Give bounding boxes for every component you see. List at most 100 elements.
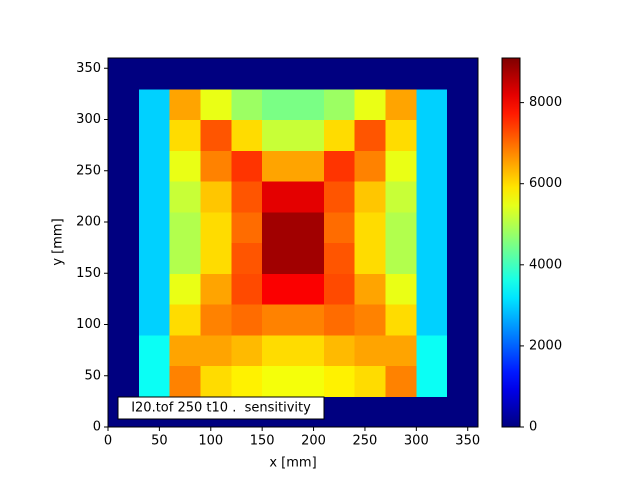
colorbar-tick-label: 2000 — [529, 338, 562, 353]
heatmap-cell — [385, 242, 417, 274]
heatmap-cell — [416, 334, 448, 366]
heatmap-cell — [169, 304, 201, 336]
heatmap — [108, 58, 479, 428]
heatmap-cell — [108, 150, 140, 182]
heatmap-cell — [385, 211, 417, 243]
y-tick-label: 150 — [76, 266, 101, 281]
heatmap-cell — [138, 58, 171, 90]
heatmap-cell — [354, 365, 386, 397]
heatmap-cell — [200, 273, 232, 305]
heatmap-cell — [416, 242, 448, 274]
heatmap-cell — [231, 273, 263, 305]
heatmap-cell — [262, 242, 294, 274]
heatmap-cell — [169, 211, 201, 243]
y-axis-label: y [mm] — [51, 218, 66, 265]
heatmap-cell — [323, 58, 356, 90]
heatmap-cell — [354, 119, 386, 151]
heatmap-cell — [108, 365, 140, 397]
annotation-box — [117, 396, 325, 420]
heatmap-cell — [169, 242, 201, 274]
heatmap-cell — [354, 334, 386, 366]
heatmap-cell — [231, 58, 263, 90]
y-tick-label: 0 — [93, 420, 101, 435]
heatmap-cell — [447, 88, 479, 120]
y-tick-label: 250 — [76, 163, 101, 178]
heatmap-cell — [447, 119, 479, 151]
x-tick-label: 150 — [250, 434, 275, 449]
heatmap-cell — [231, 304, 263, 336]
heatmap-cell — [293, 334, 325, 366]
x-axis-label: x [mm] — [269, 456, 316, 471]
heatmap-cell — [293, 88, 325, 120]
heatmap-cell — [323, 119, 356, 151]
y-tick-label: 200 — [76, 215, 101, 230]
y-tick-label: 350 — [76, 61, 101, 76]
heatmap-cell — [262, 58, 294, 90]
heatmap-cell — [108, 273, 140, 305]
heatmap-cell — [416, 58, 448, 90]
heatmap-cell — [169, 365, 201, 397]
x-tick-label: 300 — [404, 434, 429, 449]
heatmap-cell — [354, 88, 386, 120]
heatmap-cell — [323, 273, 356, 305]
heatmap-cell — [108, 304, 140, 336]
heatmap-cell — [385, 365, 417, 397]
heatmap-cell — [447, 211, 479, 243]
heatmap-cell — [323, 242, 356, 274]
heatmap-cell — [169, 334, 201, 366]
heatmap-cell — [354, 181, 386, 213]
heatmap-cell — [447, 334, 479, 366]
heatmap-cell — [262, 211, 294, 243]
heatmap-cell — [108, 58, 140, 90]
heatmap-cell — [138, 119, 171, 151]
heatmap-cell — [231, 365, 263, 397]
heatmap-cell — [293, 58, 325, 90]
heatmap-cell — [416, 396, 448, 428]
heatmap-cell — [138, 365, 171, 397]
plot-frame — [107, 57, 479, 428]
heatmap-cell — [231, 88, 263, 120]
heatmap-cell — [262, 365, 294, 397]
colorbar-tick-label: 0 — [529, 420, 537, 435]
heatmap-cell — [354, 211, 386, 243]
heatmap-cell — [447, 181, 479, 213]
heatmap-cell — [108, 242, 140, 274]
heatmap-cell — [293, 150, 325, 182]
heatmap-cell — [108, 211, 140, 243]
heatmap-cell — [169, 273, 201, 305]
heatmap-cell — [262, 334, 294, 366]
heatmap-cell — [200, 58, 232, 90]
heatmap-cell — [416, 365, 448, 397]
annotation: I20.tof 250 t10 . sensitivity — [131, 401, 311, 416]
heatmap-cell — [200, 88, 232, 120]
heatmap-cell — [262, 304, 294, 336]
heatmap-cell — [385, 150, 417, 182]
heatmap-cell — [200, 365, 232, 397]
heatmap-cell — [138, 304, 171, 336]
heatmap-cell — [447, 365, 479, 397]
heatmap-cell — [323, 150, 356, 182]
x-tick-label: 0 — [104, 434, 112, 449]
heatmap-cell — [323, 304, 356, 336]
heatmap-cell — [138, 150, 171, 182]
colorbar-tick-label: 6000 — [529, 176, 562, 191]
colorbar-tick-label: 8000 — [529, 95, 562, 110]
heatmap-cell — [385, 58, 417, 90]
heatmap-cell — [385, 181, 417, 213]
x-tick-label: 200 — [301, 434, 326, 449]
heatmap-cell — [231, 334, 263, 366]
heatmap-cell — [354, 273, 386, 305]
x-tick-label: 250 — [353, 434, 378, 449]
heatmap-cell — [108, 88, 140, 120]
x-tick-label: 100 — [198, 434, 223, 449]
heatmap-cell — [262, 181, 294, 213]
heatmap-cell — [447, 150, 479, 182]
heatmap-cell — [108, 119, 140, 151]
heatmap-cell — [447, 273, 479, 305]
heatmap-cell — [416, 150, 448, 182]
heatmap-cell — [293, 365, 325, 397]
heatmap-cell — [200, 119, 232, 151]
heatmap-cell — [323, 365, 356, 397]
heatmap-cell — [416, 304, 448, 336]
